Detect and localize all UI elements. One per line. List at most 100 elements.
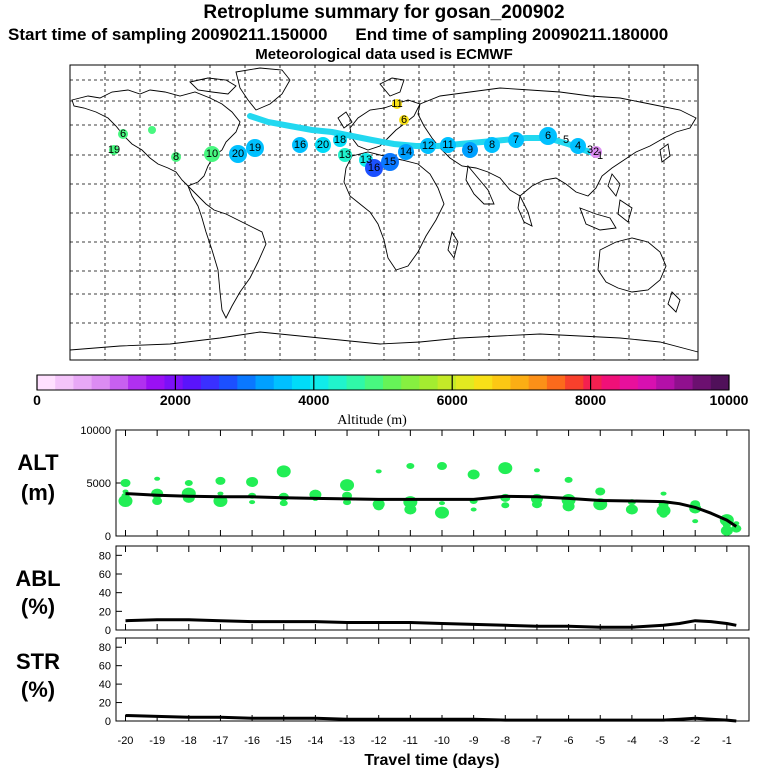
map-label: 11 bbox=[391, 98, 402, 110]
colorbar-segment bbox=[510, 375, 530, 390]
panel-unit: (%) bbox=[21, 594, 55, 619]
alt-point bbox=[152, 497, 163, 506]
map-label: 14 bbox=[400, 146, 412, 158]
colorbar-segment bbox=[91, 375, 111, 390]
alt-point bbox=[118, 495, 133, 508]
alt-point bbox=[467, 469, 480, 480]
map-marker bbox=[204, 146, 220, 162]
colorbar-segment bbox=[474, 375, 493, 390]
y-tick-label: 0 bbox=[105, 716, 111, 728]
alt-point bbox=[279, 500, 288, 507]
start-time-label: Start time of sampling 20090211.150000 bbox=[8, 25, 328, 44]
colorbar-segment bbox=[437, 375, 457, 390]
map-marker bbox=[462, 142, 478, 158]
map-label: 19 bbox=[108, 144, 120, 156]
colorbar-segment bbox=[237, 375, 257, 390]
map-label: 18 bbox=[334, 134, 346, 146]
colorbar-segment bbox=[619, 375, 639, 390]
colorbar-segment bbox=[601, 375, 621, 390]
end-time-label: End time of sampling 20090211.180000 bbox=[355, 25, 669, 44]
map-label: 6 bbox=[545, 130, 551, 142]
colorbar-segment bbox=[546, 375, 566, 390]
alt-point bbox=[531, 500, 542, 509]
alt-point bbox=[184, 480, 193, 486]
colorbar-segment bbox=[674, 375, 694, 390]
alt-point bbox=[533, 468, 540, 473]
map-label: 8 bbox=[489, 139, 495, 151]
panel-frame bbox=[115, 545, 750, 631]
map-label: 20 bbox=[232, 148, 244, 160]
map-marker bbox=[333, 133, 347, 147]
colorbar-segment bbox=[455, 375, 475, 390]
map-label: 16 bbox=[294, 139, 306, 151]
x-tick-label: -10 bbox=[434, 735, 450, 747]
map-marker bbox=[484, 137, 500, 153]
x-tick-label: -8 bbox=[500, 735, 510, 747]
colorbar-segment bbox=[528, 375, 548, 390]
map-marker bbox=[590, 146, 602, 158]
x-axis-label: Travel time (days) bbox=[364, 752, 499, 768]
panel-str: 0 20 40 60 80 STR (%) bbox=[16, 637, 750, 728]
colorbar-segment bbox=[710, 375, 730, 390]
x-tick-label: -1 bbox=[722, 735, 732, 747]
map-marker bbox=[570, 138, 586, 154]
x-tick-label: -12 bbox=[371, 735, 387, 747]
map-marker bbox=[365, 159, 383, 177]
panel-label: STR bbox=[16, 649, 60, 674]
colorbar-segment bbox=[37, 375, 56, 390]
x-tick-label: -5 bbox=[595, 735, 605, 747]
alt-point bbox=[692, 519, 699, 524]
map-marker bbox=[171, 152, 181, 162]
x-tick-label: -15 bbox=[276, 735, 292, 747]
colorbar-segment bbox=[255, 375, 275, 390]
alt-point bbox=[373, 502, 384, 511]
colorbar-segment bbox=[219, 375, 238, 390]
x-tick-label: -14 bbox=[307, 735, 323, 747]
alt-point bbox=[595, 487, 606, 496]
panel-label: ALT bbox=[17, 450, 59, 475]
alt-point bbox=[343, 499, 352, 506]
met-data-label: Meteorological data used is ECMWF bbox=[255, 46, 513, 63]
altitude-colorbar: 0 2000 4000 6000 8000 10000 Altitude (m) bbox=[33, 374, 749, 428]
panel-unit: (m) bbox=[21, 480, 55, 505]
map-label: 5 bbox=[563, 134, 569, 146]
alt-point bbox=[501, 502, 510, 509]
map-label: 11 bbox=[442, 139, 453, 151]
alt-point bbox=[562, 501, 575, 512]
panel-frame bbox=[115, 637, 750, 722]
y-tick-label: 5000 bbox=[87, 478, 111, 490]
series-line bbox=[125, 492, 738, 528]
colorbar-segment bbox=[55, 375, 74, 390]
panel-alt: 0 5000 10000 ALT (m) bbox=[17, 425, 750, 543]
x-tick-label: -16 bbox=[244, 735, 260, 747]
map-label: 7 bbox=[513, 134, 519, 146]
alt-point bbox=[120, 479, 131, 487]
x-tick-label: -4 bbox=[627, 735, 637, 747]
colorbar-tick-label: 2000 bbox=[160, 392, 191, 408]
alt-point bbox=[564, 476, 573, 483]
colorbar-segment bbox=[419, 375, 439, 390]
colorbar-segment bbox=[164, 375, 184, 390]
alt-point bbox=[406, 463, 415, 470]
colorbar-segment bbox=[128, 375, 147, 390]
alt-point bbox=[659, 511, 668, 518]
map-label: 20 bbox=[317, 139, 329, 151]
colorbar-segment bbox=[637, 375, 657, 390]
colorbar-segment bbox=[383, 375, 402, 390]
y-tick-label: 40 bbox=[99, 588, 111, 600]
map-label: 2 bbox=[593, 146, 599, 158]
alt-point bbox=[625, 504, 638, 515]
alt-point bbox=[217, 491, 224, 496]
colorbar-tick-label: 0 bbox=[33, 392, 41, 408]
map-label: 13 bbox=[360, 154, 372, 166]
alt-point bbox=[436, 462, 447, 471]
sampling-times: Start time of sampling 20090211.150000 En… bbox=[8, 25, 768, 45]
x-tick-label: -13 bbox=[339, 735, 355, 747]
y-tick-label: 10000 bbox=[80, 425, 111, 437]
x-tick-label: -18 bbox=[181, 735, 197, 747]
y-tick-label: 60 bbox=[99, 661, 111, 673]
alt-point bbox=[276, 465, 291, 478]
panel-frame bbox=[115, 429, 750, 537]
alt-point bbox=[470, 507, 477, 512]
